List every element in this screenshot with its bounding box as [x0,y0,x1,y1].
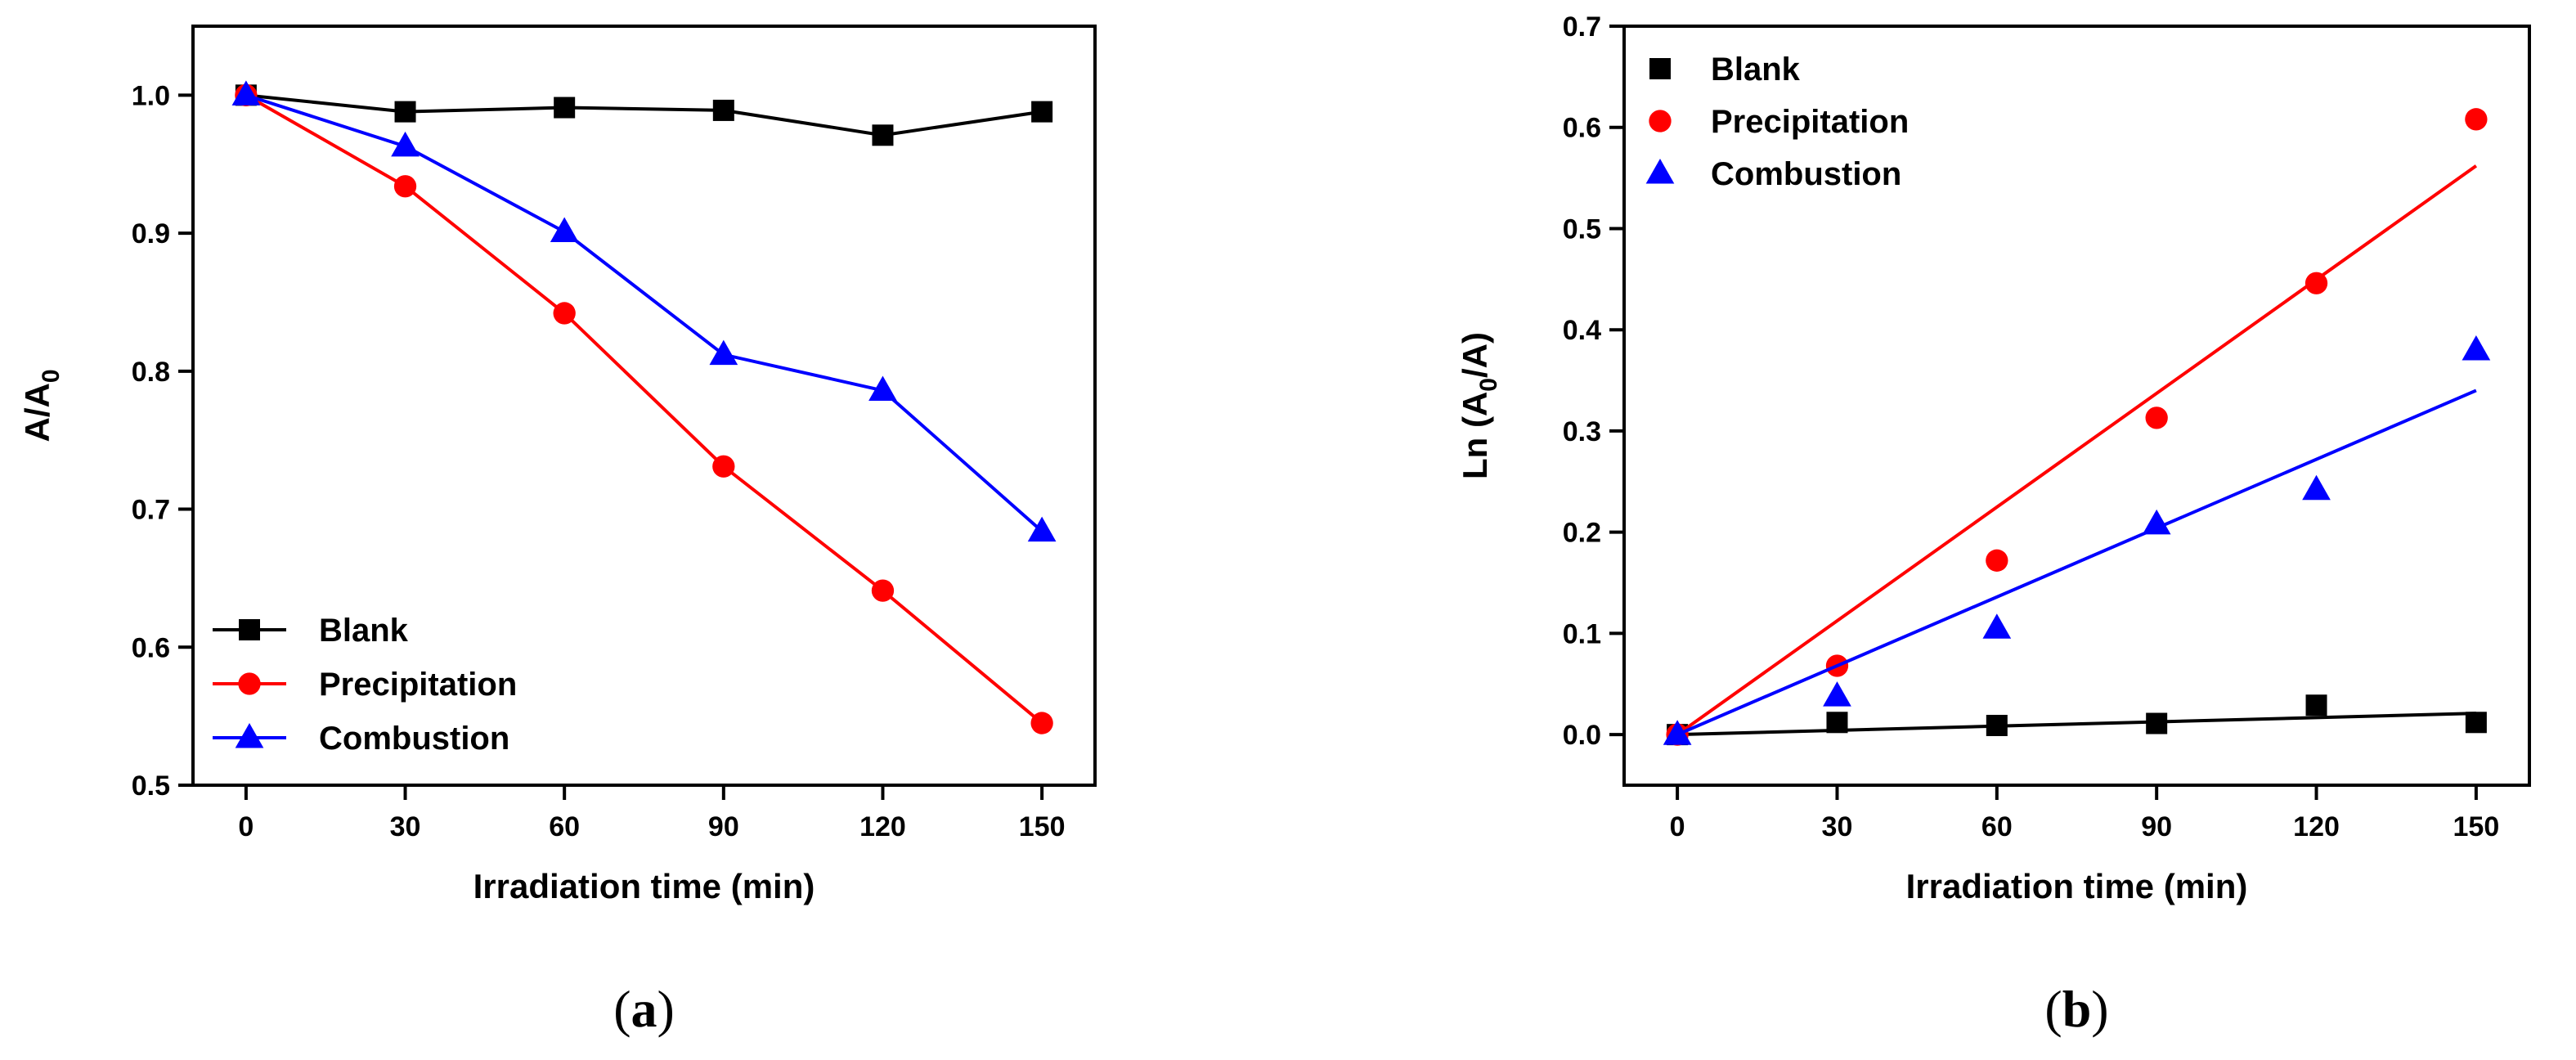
data-point-precipitation-a [393,175,417,198]
data-point-combustion-a [1027,516,1057,542]
legend-label-blank-a: Blank [319,613,409,649]
y-axis-title-a: A/A0 [18,369,65,442]
data-point-blank-a [554,97,576,119]
y-tick-label-a: 0.7 [132,495,170,526]
y-tick-label-a: 0.6 [132,632,170,663]
data-point-combustion-b [1663,720,1692,745]
x-tick-label-b: 120 [2293,811,2340,842]
data-point-blank-b [2146,712,2168,734]
y-axis-title-tail: /A) [1456,332,1494,378]
data-point-precipitation-a [712,455,735,478]
data-point-precipitation-b [2145,406,2168,429]
legend-label-blank-b: Blank [1711,52,1801,88]
x-tick-label-b: 0 [1670,811,1685,842]
data-point-blank-a [712,99,734,121]
data-point-blank-b [1826,712,1848,734]
data-point-combustion-a [391,131,420,157]
y-axis-title-base: A/A [18,383,56,442]
y-tick-label-b: 0.4 [1563,315,1601,346]
legend-label-combustion-b: Combustion [1711,156,1901,192]
plot-frame-b [1622,25,2531,787]
panel-label-a: (a) [613,980,675,1038]
data-point-precipitation-a [871,579,895,602]
y-axis-title-subscript: 0 [1475,378,1502,392]
legend-marker-precipitation-a [238,672,261,695]
y-tick-label-a: 0.9 [132,218,170,249]
data-point-blank-b [2305,694,2327,716]
panel-label-open: ( [613,980,631,1038]
legend-label-combustion-a: Combustion [319,721,509,757]
y-axis-title-b: Ln (A0/A) [1456,332,1502,479]
data-point-precipitation-a [1030,712,1053,734]
panel-label-b: (b) [2044,980,2108,1038]
data-point-blank-a [394,101,416,123]
legend-marker-combustion-b [1645,159,1675,184]
panel-label-letter: a [631,980,657,1038]
data-point-blank-b [2465,712,2487,734]
y-tick-label-b: 0.1 [1563,618,1601,649]
legend-marker-blank-a [239,619,260,640]
x-axis-title-b: Irradiation time (min) [1906,867,2248,905]
y-tick-label-b: 0.6 [1563,113,1601,144]
data-point-combustion-b [1982,613,2012,639]
legend-marker-precipitation-b [1649,110,1672,132]
fit-line-precipitation-b [1676,164,2478,736]
x-tick-label-b: 60 [1981,811,2013,842]
y-tick-label-b: 0.5 [1563,213,1601,245]
y-tick-label-a: 0.5 [132,770,170,802]
y-axis-title-subscript: 0 [38,369,65,383]
x-tick-label-a: 120 [859,811,906,842]
legend-marker-combustion-a [235,723,264,748]
y-axis-title-base: Ln (A [1456,392,1494,479]
x-tick-label-a: 90 [708,811,739,842]
x-tick-label-a: 150 [1019,811,1066,842]
legend-label-precipitation-a: Precipitation [319,667,517,703]
panel-label-close: ) [2091,980,2108,1038]
data-point-blank-b [1986,714,2008,736]
data-point-combustion-b [2302,474,2331,501]
x-tick-label-b: 150 [2453,811,2500,842]
data-point-combustion-a [868,375,897,401]
fit-line-blank-b [1677,712,2476,737]
data-point-combustion-b [1823,681,1851,707]
data-point-blank-a [1031,101,1053,123]
panel-label-open: ( [2044,980,2062,1038]
x-axis-title-a: Irradiation time (min) [473,867,815,905]
data-point-precipitation-b [1986,549,2008,572]
legend-marker-blank-b [1649,58,1671,79]
x-tick-label-a: 30 [390,811,421,842]
panel-label-letter: b [2062,980,2092,1038]
fit-line-combustion-b [1676,389,2477,736]
data-point-combustion-a [550,217,579,242]
data-point-blank-a [872,124,894,146]
data-point-combustion-b [2142,509,2171,535]
y-tick-label-a: 0.8 [132,357,170,388]
data-point-combustion-a [709,339,738,366]
y-tick-label-b: 0.7 [1563,11,1601,43]
x-tick-label-b: 30 [1822,811,1853,842]
data-point-precipitation-b [2465,108,2488,131]
y-tick-label-b: 0.0 [1563,720,1601,751]
y-tick-label-b: 0.2 [1563,518,1601,549]
panel-label-close: ) [657,980,675,1038]
data-point-precipitation-b [2304,272,2328,294]
x-tick-label-b: 90 [2141,811,2172,842]
data-point-combustion-b [2462,335,2491,361]
x-tick-label-a: 60 [549,811,580,842]
y-tick-label-a: 1.0 [132,80,170,111]
legend-label-precipitation-b: Precipitation [1711,104,1909,140]
plot-frame-a [191,25,1097,787]
chart-a: 0 30 60 90 120 150 0.5 0.6 0.7 0.8 0.9 1.0 Irradiati… [18,25,1097,1038]
series-line-precipitation-a [245,93,1043,725]
data-point-precipitation-a [553,302,576,325]
y-tick-label-b: 0.3 [1563,416,1601,447]
chart-b: 0 30 60 90 120 150 0.0 0.1 0.2 0.3 0.4 0.5 0.6 0.7 Irr… [1456,11,2531,1038]
x-tick-label-a: 0 [238,811,254,842]
series-line-blank-a [245,93,1043,137]
data-point-combustion-a [231,80,261,106]
series-line-combustion-a [245,93,1043,533]
